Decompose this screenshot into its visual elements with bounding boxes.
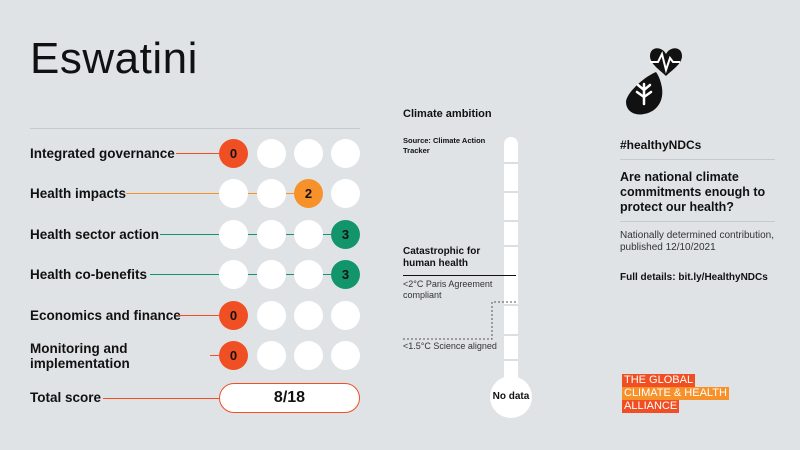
heart-drop-leaf-icon [620,42,696,118]
score-circle-active: 2 [294,179,323,208]
score-circle [294,341,323,370]
alliance-logo-line: ALLIANCE [622,400,680,413]
total-score-value: 8/18 [219,383,360,413]
score-circle [219,260,248,289]
ndc-info: Nationally determined contribution, publ… [620,230,774,253]
row-label: Health impacts [30,186,127,201]
row-label: Monitoring and implementation [30,341,130,371]
score-circle-active: 0 [219,139,248,168]
question-heading: Are national climate commitments enough … [620,170,766,214]
science-label: <1.5°C Science aligned [403,341,497,351]
score-circle [257,260,286,289]
score-circle [331,179,360,208]
alliance-logo: THE GLOBAL CLIMATE & HEALTH ALLIANCE [622,374,729,413]
score-circle [219,179,248,208]
score-circle [257,179,286,208]
row-label: Economics and finance [30,308,181,323]
score-circle [294,301,323,330]
score-circle [331,139,360,168]
score-circle-active: 0 [219,341,248,370]
score-circle [257,220,286,249]
climate-source: Source: Climate Action Tracker [403,136,486,155]
catastrophic-label: Catastrophic for human health [403,246,481,269]
row-connector [126,193,294,194]
row-connector [210,355,219,356]
score-circle [294,139,323,168]
divider [30,128,360,129]
no-data-bulb: No data [490,376,532,418]
hashtag: #healthyNDCs [620,138,702,152]
row-label: Health co-benefits [30,267,148,282]
score-circle-active: 3 [331,220,360,249]
alliance-logo-line: CLIMATE & HEALTH [622,387,729,400]
divider [620,221,775,222]
score-circle-active: 0 [219,301,248,330]
score-circle-active: 3 [331,260,360,289]
row-connector [178,315,219,316]
alliance-logo-line: THE GLOBAL [622,374,696,387]
row-connector [176,153,219,154]
score-circle [257,301,286,330]
total-score-label: Total score [30,390,102,405]
score-circle [257,139,286,168]
paris-label: <2°C Paris Agreement compliant [403,279,493,300]
score-circle [294,220,323,249]
details-link[interactable]: Full details: bit.ly/HealthyNDCs [620,272,768,283]
climate-ambition-title: Climate ambition [403,108,492,120]
score-circle [294,260,323,289]
score-circle [257,341,286,370]
country-title: Eswatini [30,34,198,83]
score-circle [331,301,360,330]
row-label: Integrated governance [30,146,175,161]
thermometer-tube [504,137,518,397]
catastrophic-line [403,275,516,276]
score-circle [331,341,360,370]
row-label: Health sector action [30,227,160,242]
divider [620,159,775,160]
score-circle [219,220,248,249]
total-score-connector [103,398,219,399]
